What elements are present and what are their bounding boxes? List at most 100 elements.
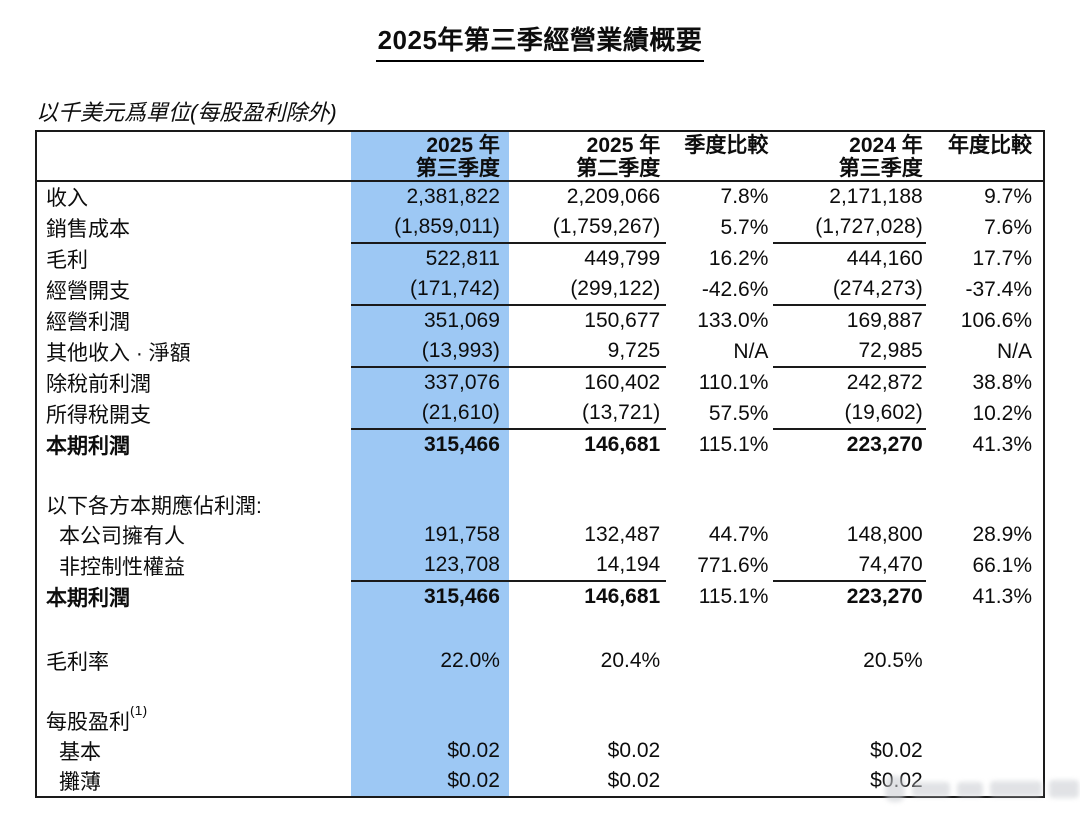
- table-row-cost-of-sales: 銷售成本 (1,859,011) (1,759,267) 5.7% (1,727…: [36, 212, 1044, 244]
- cell: 133.0%: [697, 308, 769, 332]
- table-row-eps-section: 每股盈利(1): [36, 706, 1044, 736]
- cell: 72,985: [773, 336, 926, 368]
- row-label: 攤薄: [59, 771, 101, 794]
- cell: N/A: [996, 339, 1032, 363]
- cell: 223,270: [846, 585, 923, 608]
- header-line: 2025 年: [426, 134, 500, 157]
- table-row-revenue: 收入 2,381,822 2,209,066 7.8% 2,171,188 9.…: [36, 181, 1044, 212]
- cell: 57.5%: [708, 401, 769, 425]
- cell: 444,160: [846, 247, 923, 270]
- cell: $0.02: [607, 739, 661, 762]
- table-row-attributable-section: 以下各方本期應佔利潤:: [36, 490, 1044, 520]
- cell: (171,742): [350, 274, 509, 306]
- cell: 449,799: [584, 247, 661, 270]
- header-line: 第三季度: [415, 157, 500, 180]
- row-label: 銷售成本: [46, 217, 130, 241]
- cell: 115.1%: [698, 584, 769, 608]
- cell: 2,209,066: [566, 185, 661, 208]
- cell: (1,759,267): [508, 212, 667, 244]
- cell: 66.1%: [972, 553, 1032, 577]
- eps-label: 每股盈利: [46, 711, 130, 734]
- cell: $0.02: [447, 739, 500, 762]
- units-note: 以千美元爲單位(每股盈利除外): [36, 100, 337, 125]
- cell: 771.6%: [697, 553, 769, 577]
- cell: $0.02: [447, 769, 500, 792]
- row-label: 本期利潤: [46, 586, 130, 610]
- cell: 169,887: [846, 309, 923, 332]
- cell: 123,708: [350, 550, 509, 582]
- row-label: 收入: [46, 187, 88, 210]
- cell: 7.6%: [984, 215, 1032, 239]
- header-line: 第二季度: [576, 157, 661, 180]
- cell: [926, 736, 1044, 766]
- cell: [666, 736, 773, 766]
- cell: 191,758: [424, 523, 500, 546]
- cell: 74,470: [773, 550, 926, 582]
- header-empty: [36, 131, 351, 182]
- cell: (299,122): [508, 274, 667, 306]
- spacer-row: [36, 612, 1044, 646]
- cell: -37.4%: [965, 277, 1032, 301]
- header-line: 第三季度: [838, 157, 923, 180]
- cell: 7.8%: [720, 185, 769, 208]
- table-row-gross-margin: 毛利率 22.0% 20.4% 20.5%: [36, 646, 1044, 676]
- cell: -42.6%: [701, 277, 769, 301]
- cell: 522,811: [425, 247, 500, 270]
- header-line: 季度比較: [684, 134, 769, 157]
- table-row-owners-of-company: 本公司擁有人 191,758 132,487 44.7% 148,800 28.…: [36, 520, 1044, 550]
- cell: 223,270: [846, 433, 923, 456]
- cell: [666, 646, 773, 676]
- table-row-other-income-net: 其他收入 · 淨額 (13,993) 9,725 N/A 72,985 N/A: [36, 336, 1044, 368]
- row-label: 其他收入 · 淨額: [46, 341, 191, 365]
- cell: 20.5%: [863, 649, 923, 672]
- footnote-ref: (1): [130, 706, 148, 718]
- row-label: 毛利: [46, 248, 88, 272]
- table-row-eps-basic: 基本 $0.02 $0.02 $0.02: [36, 736, 1044, 766]
- cell: 351,069: [424, 309, 500, 332]
- row-label: 以下各方本期應佔利潤:: [46, 495, 262, 518]
- table-row-profit-before-tax: 除稅前利潤 337,076 160,402 110.1% 242,872 38.…: [36, 367, 1044, 398]
- row-label: 基本: [59, 741, 101, 764]
- cell: $0.02: [607, 769, 661, 792]
- row-label: 非控制性權益: [59, 555, 185, 579]
- cell: 148,800: [846, 523, 923, 546]
- cell: 242,872: [846, 371, 923, 394]
- row-label: 毛利率: [46, 651, 109, 674]
- cell: 115.1%: [698, 432, 769, 456]
- cell: 41.3%: [972, 432, 1032, 456]
- row-label: 經營利潤: [46, 310, 130, 334]
- cell: (274,273): [773, 274, 926, 306]
- cell: 315,466: [424, 585, 500, 608]
- cell: 20.4%: [600, 649, 661, 672]
- cell: 160,402: [584, 371, 661, 394]
- page-title: 2025年第三季經營業績概要: [375, 20, 705, 62]
- table-row-net-profit: 本期利潤 315,466 146,681 115.1% 223,270 41.3…: [36, 429, 1044, 460]
- cell: 132,487: [584, 523, 661, 546]
- cell: 146,681: [584, 585, 661, 608]
- cell: 14,194: [508, 550, 667, 582]
- cell: (19,602): [773, 398, 926, 430]
- cell: 16.2%: [708, 246, 769, 270]
- table-row-income-tax-expense: 所得稅開支 (21,610) (13,721) 57.5% (19,602) 1…: [36, 398, 1044, 430]
- header-line: 2025 年: [586, 134, 661, 157]
- cell: N/A: [733, 339, 769, 363]
- cell: 110.1%: [698, 370, 769, 394]
- cell: 28.9%: [972, 523, 1032, 546]
- table-row-non-controlling-interests: 非控制性權益 123,708 14,194 771.6% 74,470 66.1…: [36, 550, 1044, 582]
- cell: [666, 766, 773, 797]
- cell: 315,466: [424, 433, 500, 456]
- table-row-operating-expenses: 經營開支 (171,742) (299,122) -42.6% (274,273…: [36, 274, 1044, 306]
- row-label: 本公司擁有人: [59, 525, 185, 548]
- header-q2-2025: 2025 年 第二季度: [508, 131, 667, 182]
- cell: 17.7%: [972, 246, 1032, 270]
- table-row-operating-profit: 經營利潤 351,069 150,677 133.0% 169,887 106.…: [36, 305, 1044, 336]
- table-header-row: 2025 年 第三季度 2025 年 第二季度 季度比較 2024 年 第三季度…: [36, 131, 1044, 182]
- row-label: 經營開支: [46, 279, 130, 303]
- row-label: 本期利潤: [46, 434, 130, 458]
- cell: 337,076: [424, 371, 500, 394]
- cell: $0.02: [870, 739, 923, 762]
- cell: 2,171,188: [829, 185, 923, 208]
- cell: (21,610): [350, 398, 509, 430]
- row-label: 除稅前利潤: [46, 372, 151, 396]
- table-row-gross-profit: 毛利 522,811 449,799 16.2% 444,160 17.7%: [36, 243, 1044, 274]
